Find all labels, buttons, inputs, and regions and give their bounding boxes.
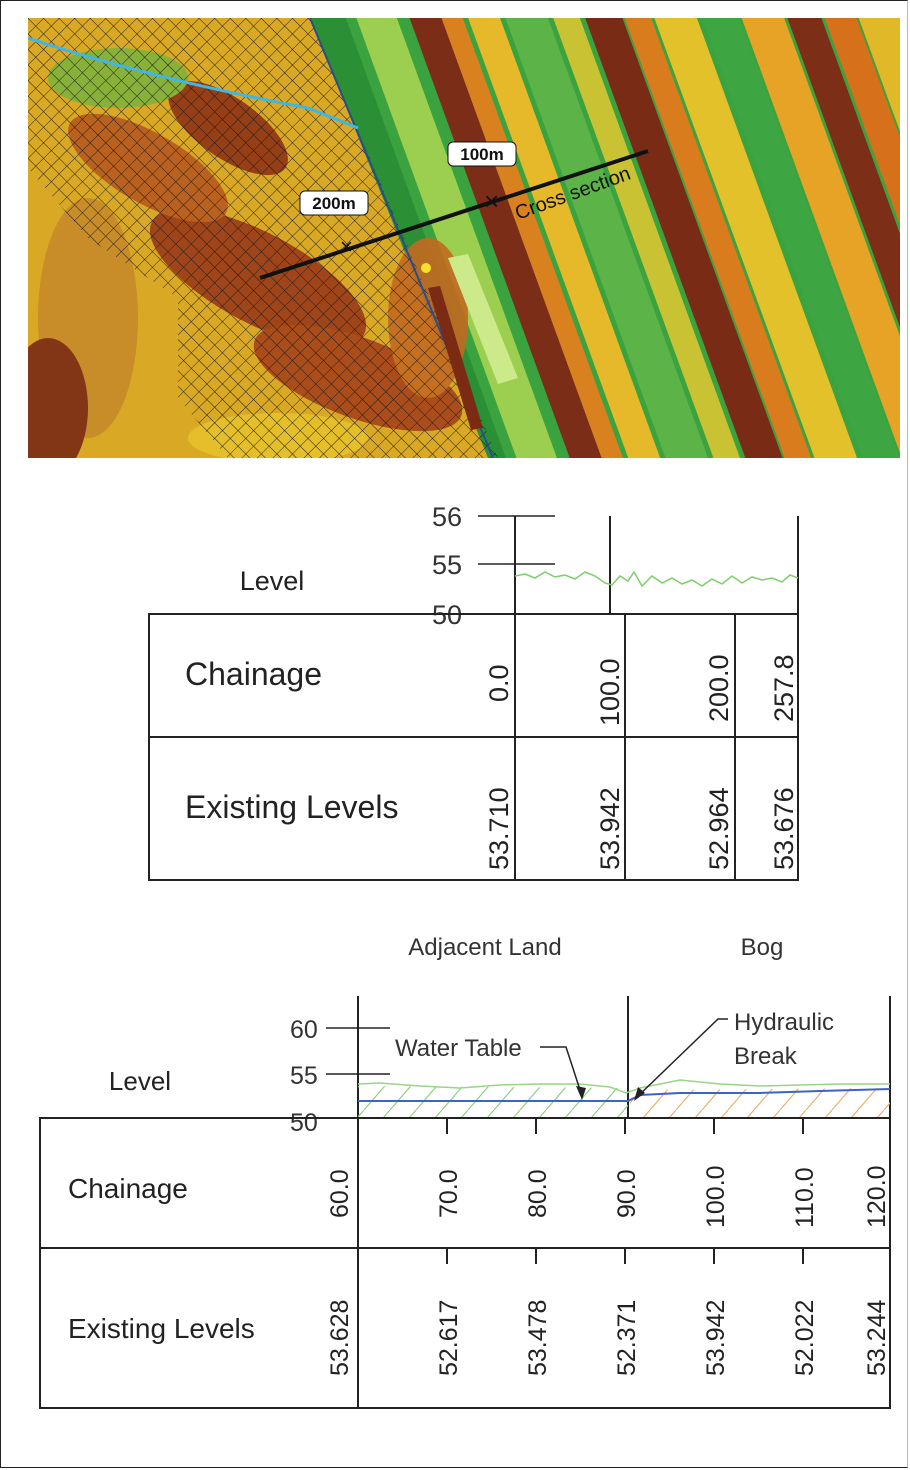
profile1-chainage-2: 200.0 [704, 654, 734, 722]
profile2-chainage-3: 90.0 [613, 1169, 641, 1218]
profile1-chainage-0: 0.0 [484, 664, 514, 702]
aerial-map: × × 200m 100m Cross section [28, 18, 900, 458]
profile1-ground-line [514, 570, 799, 588]
profile2-chainage-5: 110.0 [791, 1167, 819, 1228]
profile2-level-4: 53.942 [702, 1300, 730, 1376]
profile2-level-3: 52.371 [613, 1300, 641, 1376]
profile2-chainage-0: 60.0 [326, 1169, 354, 1218]
profile2-level-5: 52.022 [791, 1300, 819, 1376]
profile1-chainage-label: Chainage [185, 656, 322, 692]
profile2-level-1: 52.617 [435, 1300, 463, 1376]
profile1-ytick-56: 56 [432, 502, 462, 532]
profile1-level-1: 53.942 [595, 787, 625, 870]
svg-text:×: × [340, 234, 353, 259]
water-table-label: Water Table [395, 1035, 522, 1062]
profile2-water-table-line [358, 1088, 891, 1102]
profile1-level-0: 53.710 [484, 787, 514, 870]
zone-label-bog: Bog [741, 934, 784, 961]
profile2-ytick-55: 55 [290, 1062, 318, 1090]
profile1-chainage-3: 257.8 [769, 654, 799, 722]
hydraulic-break-label-2: Break [734, 1043, 798, 1070]
profile2-chainage-label: Chainage [68, 1173, 188, 1204]
map-label-200m: 200m [312, 194, 355, 213]
profile2-ytick-60: 60 [290, 1016, 318, 1044]
zone-label-adjacent-land: Adjacent Land [408, 934, 561, 961]
profile2-level-6: 53.244 [863, 1299, 891, 1376]
profile1-level-label: Level [240, 566, 305, 596]
profile2-existing-levels-label: Existing Levels [68, 1313, 255, 1344]
profile1-level-3: 53.676 [769, 787, 799, 870]
profile2-level-0: 53.628 [326, 1300, 354, 1376]
profile1-chainage-1: 100.0 [595, 658, 625, 726]
profile1-existing-levels-label: Existing Levels [185, 789, 398, 825]
profile2-level-2: 53.478 [524, 1300, 552, 1376]
profile2-ytick-50: 50 [290, 1109, 318, 1137]
svg-text:×: × [484, 186, 499, 216]
profile2-chainage-4: 100.0 [702, 1165, 730, 1228]
profile1-ytick-55: 55 [432, 550, 462, 580]
map-label-100m: 100m [460, 145, 503, 164]
profile2-level-label: Level [109, 1066, 171, 1096]
profile2-ground-line [357, 1079, 890, 1094]
profile2-chainage-1: 70.0 [435, 1169, 463, 1218]
hydraulic-break-label-1: Hydraulic [734, 1009, 834, 1036]
profile-1: Level 56 55 50 Chainage Existing Levels … [148, 502, 799, 881]
profile2-chainage-6: 120.0 [863, 1165, 891, 1228]
profile-2: Adjacent Land Bog Level 60 55 50 Water T… [39, 934, 891, 1409]
profile1-level-2: 52.964 [704, 787, 734, 870]
profile2-chainage-2: 80.0 [524, 1169, 552, 1218]
